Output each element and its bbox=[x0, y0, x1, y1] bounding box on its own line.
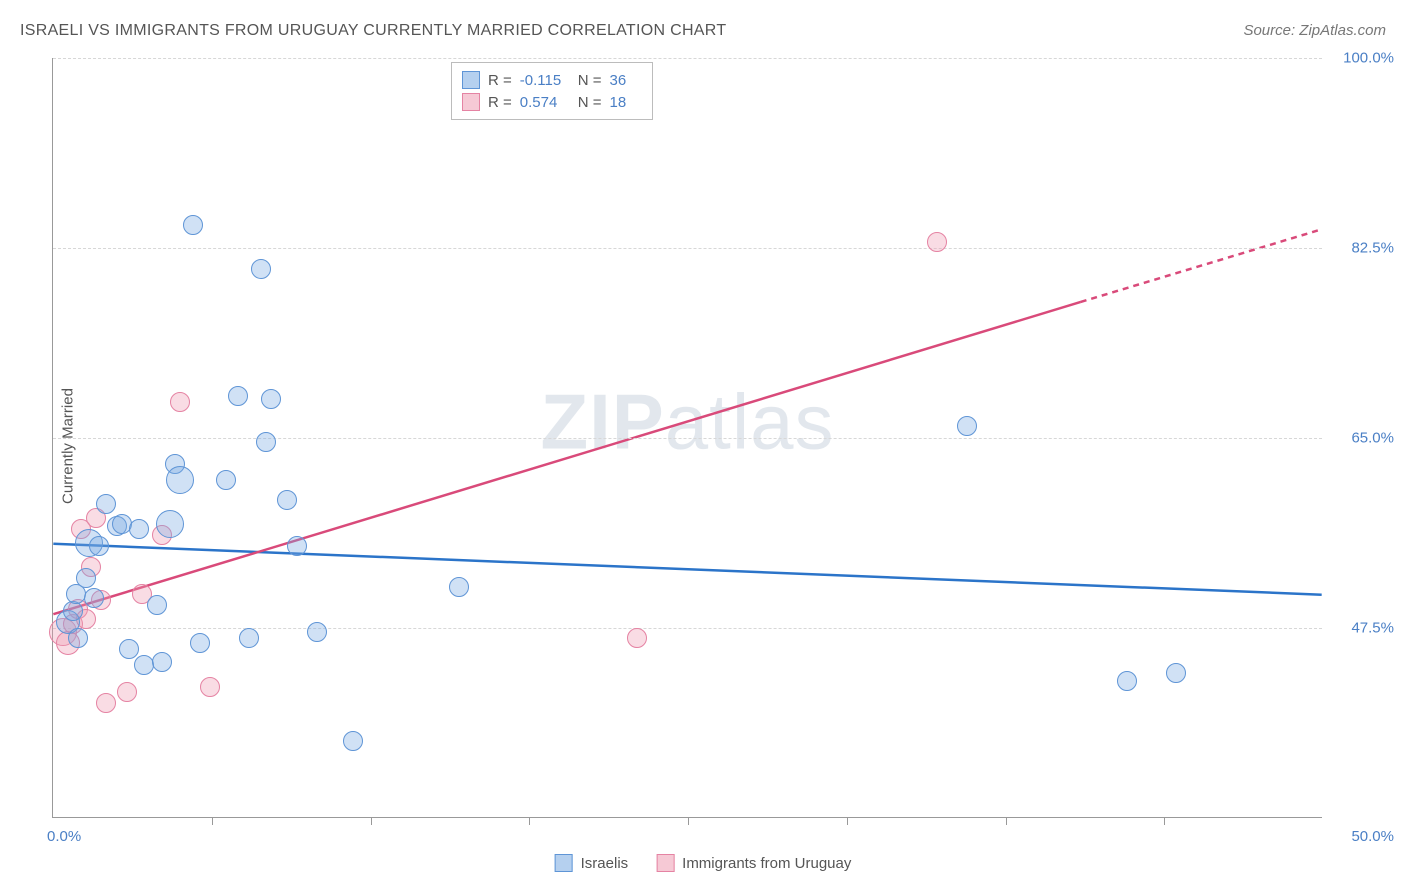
y-tick-label: 65.0% bbox=[1330, 430, 1394, 447]
n-value: 36 bbox=[610, 72, 638, 89]
blue-point bbox=[134, 655, 154, 675]
blue-point bbox=[166, 466, 194, 494]
r-label: R = bbox=[488, 72, 512, 89]
source-label: Source: ZipAtlas.com bbox=[1243, 22, 1386, 39]
blue-point bbox=[152, 652, 172, 672]
x-tick bbox=[847, 817, 848, 825]
stats-row: R = -0.115 N = 36 bbox=[462, 69, 638, 91]
watermark-light: atlas bbox=[665, 378, 835, 466]
blue-point bbox=[1166, 663, 1186, 683]
blue-point bbox=[449, 577, 469, 597]
n-label: N = bbox=[578, 94, 602, 111]
blue-point bbox=[156, 510, 184, 538]
blue-point bbox=[129, 519, 149, 539]
pink-swatch bbox=[462, 93, 480, 111]
pink-point bbox=[96, 693, 116, 713]
x-tick bbox=[688, 817, 689, 825]
pink-point bbox=[627, 628, 647, 648]
blue-point bbox=[261, 389, 281, 409]
blue-point bbox=[89, 536, 109, 556]
r-value: -0.115 bbox=[520, 72, 570, 89]
x-tick bbox=[1006, 817, 1007, 825]
series-legend: Israelis Immigrants from Uruguay bbox=[555, 854, 852, 872]
n-label: N = bbox=[578, 72, 602, 89]
x-tick-label: 50.0% bbox=[1351, 828, 1394, 845]
blue-point bbox=[287, 536, 307, 556]
legend-label: Immigrants from Uruguay bbox=[682, 855, 851, 872]
blue-point bbox=[957, 416, 977, 436]
stats-legend: R = -0.115 N = 36 R = 0.574 N = 18 bbox=[451, 62, 653, 120]
blue-point bbox=[216, 470, 236, 490]
blue-point bbox=[277, 490, 297, 510]
blue-swatch bbox=[462, 71, 480, 89]
pink-point bbox=[170, 392, 190, 412]
blue-point bbox=[307, 622, 327, 642]
blue-point bbox=[256, 432, 276, 452]
y-tick-label: 100.0% bbox=[1330, 50, 1394, 67]
blue-point bbox=[68, 628, 88, 648]
legend-label: Israelis bbox=[581, 855, 629, 872]
blue-point bbox=[190, 633, 210, 653]
x-tick bbox=[1164, 817, 1165, 825]
pink-point bbox=[927, 232, 947, 252]
watermark-bold: ZIP bbox=[540, 378, 664, 466]
chart-title: ISRAELI VS IMMIGRANTS FROM URUGUAY CURRE… bbox=[20, 22, 726, 40]
gridline bbox=[53, 58, 1322, 59]
r-value: 0.574 bbox=[520, 94, 570, 111]
r-label: R = bbox=[488, 94, 512, 111]
blue-swatch bbox=[555, 854, 573, 872]
pink-swatch bbox=[656, 854, 674, 872]
blue-point bbox=[76, 568, 96, 588]
blue-point bbox=[239, 628, 259, 648]
x-tick-label: 0.0% bbox=[47, 828, 81, 845]
blue-point bbox=[119, 639, 139, 659]
blue-point bbox=[183, 215, 203, 235]
y-tick-label: 82.5% bbox=[1330, 240, 1394, 257]
blue-point bbox=[228, 386, 248, 406]
blue-point bbox=[96, 494, 116, 514]
pink-point bbox=[117, 682, 137, 702]
blue-point bbox=[84, 588, 104, 608]
n-value: 18 bbox=[610, 94, 638, 111]
legend-item: Israelis bbox=[555, 854, 629, 872]
x-tick bbox=[371, 817, 372, 825]
blue-point bbox=[251, 259, 271, 279]
pink-point bbox=[200, 677, 220, 697]
watermark: ZIPatlas bbox=[540, 377, 834, 468]
y-tick-label: 47.5% bbox=[1330, 620, 1394, 637]
stats-row: R = 0.574 N = 18 bbox=[462, 91, 638, 113]
x-tick bbox=[212, 817, 213, 825]
blue-point bbox=[343, 731, 363, 751]
gridline bbox=[53, 248, 1322, 249]
legend-item: Immigrants from Uruguay bbox=[656, 854, 851, 872]
blue-point bbox=[147, 595, 167, 615]
plot-area: ZIPatlas R =-0.115N =36R =0.574N =18 47.… bbox=[52, 58, 1322, 818]
x-tick bbox=[529, 817, 530, 825]
gridline bbox=[53, 438, 1322, 439]
blue-point bbox=[1117, 671, 1137, 691]
